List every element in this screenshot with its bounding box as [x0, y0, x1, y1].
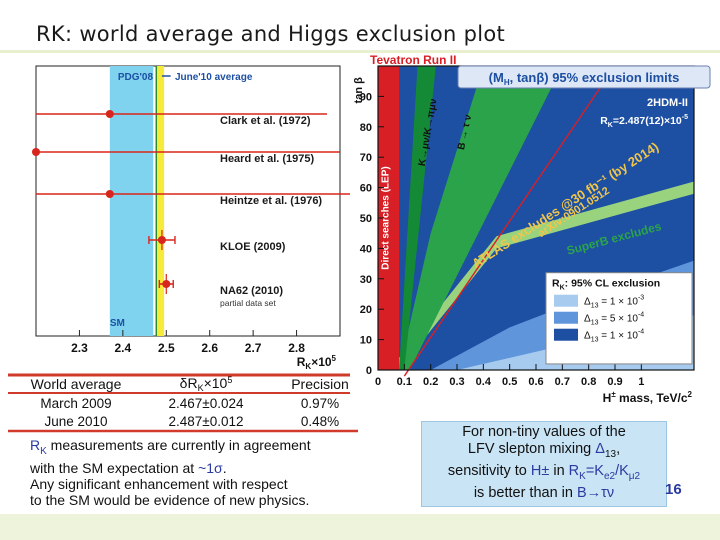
higgs-exclusion-chart: Direct searches (LEP)K→μν/K→πμν B → τ νAT…	[350, 54, 720, 416]
x-tick-label: 0.2	[423, 376, 438, 388]
x-tick-label: 0.7	[555, 376, 570, 388]
pdg-label: PDG'08	[118, 72, 154, 83]
page-number: 16	[665, 481, 682, 498]
pdg-band	[109, 66, 154, 336]
title-box-text: (MH, tanβ) 95% exclusion limits	[489, 70, 680, 87]
info-line: For non-tiny values of the	[462, 424, 626, 440]
x-tick-label: 0.8	[581, 376, 596, 388]
table-cell: 2.467±0.024	[169, 396, 244, 411]
x-tick-label: 2.8	[288, 341, 305, 355]
y-tick-label: 40	[360, 243, 372, 255]
measurement-label: NA62 (2010)	[220, 285, 283, 297]
legend-swatch	[554, 294, 578, 307]
x-tick-label: 0.4	[476, 376, 492, 388]
x-tick-label: 0	[375, 376, 381, 388]
text-line: RK measurements are currently in agreeme…	[30, 437, 311, 457]
corner-label: 2HDM-II	[647, 97, 688, 109]
sensitivity-info-box: For non-tiny values of the LFV slepton m…	[421, 421, 667, 507]
y-tick-label: 60	[360, 183, 372, 195]
rk-summary-table: World average δRK×105 Precision March 20…	[8, 373, 358, 433]
x-axis-label: H± mass, TeV/c2	[603, 390, 693, 405]
y-tick-label: 50	[360, 213, 372, 225]
info-line: LFV slepton mixing Δ13,	[467, 441, 621, 460]
table-header-delta-rk: δRK×105	[180, 375, 233, 393]
superb-band	[399, 181, 694, 370]
x-tick-label: 1	[638, 376, 644, 388]
y-tick-label: 80	[360, 122, 372, 134]
info-line: sensitivity to H± in RK=Ke2/Kμ2	[447, 462, 641, 482]
rk-value-label: RK=2.487(12)×10-5	[600, 114, 688, 129]
x-tick-label: 0.6	[528, 376, 543, 388]
btau-region	[399, 66, 563, 370]
y-tick-label: 10	[360, 335, 372, 347]
legend-item-label: Δ13 = 1 × 10-3	[584, 295, 644, 310]
measurement-label: Heintze et al. (1976)	[220, 195, 322, 207]
legend-item-label: Δ13 = 1 × 10-4	[584, 329, 644, 344]
rk-plot-area: PDG'08 June'10 average SM Clark et al. (197…	[32, 65, 358, 371]
legend-swatch	[554, 328, 578, 341]
x-tick-label: 0.3	[449, 376, 464, 388]
rk-contour-line	[403, 65, 616, 377]
table-cell: 2.487±0.012	[169, 414, 244, 429]
y-tick-label: 0	[366, 365, 372, 377]
measurement-label: Clark et al. (1972)	[220, 115, 311, 127]
title-divider	[0, 50, 720, 53]
table-cell: March 2009	[40, 396, 111, 411]
tevatron-label: Tevatron Run II	[370, 54, 456, 67]
slide-title: RK: world average and Higgs exclusion pl…	[36, 22, 506, 46]
title-box	[457, 65, 711, 89]
legend-swatch	[554, 311, 578, 324]
table-cell: 0.97%	[301, 396, 339, 411]
x-tick-label: 0.1	[397, 376, 412, 388]
info-line: is better than in B→τν	[473, 484, 615, 501]
y-tick-label: 20	[360, 304, 372, 316]
kmu-region	[399, 66, 436, 370]
footer-band	[0, 514, 720, 540]
x-tick-label: 0.9	[607, 376, 622, 388]
x-axis-label: RK×105	[297, 354, 337, 371]
table-cell: June 2010	[44, 414, 107, 429]
exclusion-legend: RK: 95% CL exclusion Δ13 = 1 × 10-3 Δ13 = …	[545, 272, 693, 365]
y-tick-label: 30	[360, 274, 372, 286]
text-line: Any significant enhancement with respect	[30, 475, 288, 492]
text-line: with the SM expectation at ~1σ.	[30, 459, 227, 476]
measurement-label: Heard et al. (1975)	[220, 153, 314, 165]
june-average-label: June'10 average	[175, 72, 253, 83]
data-point	[105, 110, 114, 118]
rk-summary-text: RK measurements are currently in agreeme…	[30, 437, 360, 508]
measurement-label: KLOE (2009)	[220, 241, 286, 253]
table-cell: 0.48%	[301, 414, 339, 429]
x-tick-label: 2.5	[158, 341, 175, 355]
plot-frame	[35, 65, 341, 337]
table-header-precision: Precision	[291, 376, 349, 392]
legend-title: RK: 95% CL exclusion	[552, 278, 660, 292]
table-header-world-average: World average	[31, 376, 122, 392]
text-line: to the SM would be evidence of new physi…	[30, 491, 310, 508]
rk-measurements-chart: PDG'08 June'10 average SM Clark et al. (197…	[28, 54, 358, 372]
x-tick-label: 2.4	[115, 341, 132, 355]
x-tick-label: 2.7	[245, 341, 262, 355]
lep-label: Direct searches (LEP)	[381, 166, 392, 269]
y-tick-label: 70	[360, 152, 372, 164]
lep-region	[378, 66, 400, 370]
measurement-sublabel: partial data set	[220, 298, 276, 308]
x-tick-label: 2.6	[201, 341, 218, 355]
y-tick-label: 90	[360, 91, 372, 103]
june-average-band	[157, 66, 165, 336]
y-axis-label: tan β	[353, 77, 365, 104]
x-tick-label: 2.3	[71, 341, 88, 355]
data-point	[105, 190, 114, 198]
higgs-plot-area: Direct searches (LEP)K→μν/K→πμν B → τ νAT…	[353, 54, 711, 405]
sm-label: SM	[110, 318, 125, 329]
data-point	[32, 148, 40, 156]
x-tick-label: 0.5	[502, 376, 517, 388]
legend-item-label: Δ13 = 5 × 10-4	[584, 312, 644, 327]
